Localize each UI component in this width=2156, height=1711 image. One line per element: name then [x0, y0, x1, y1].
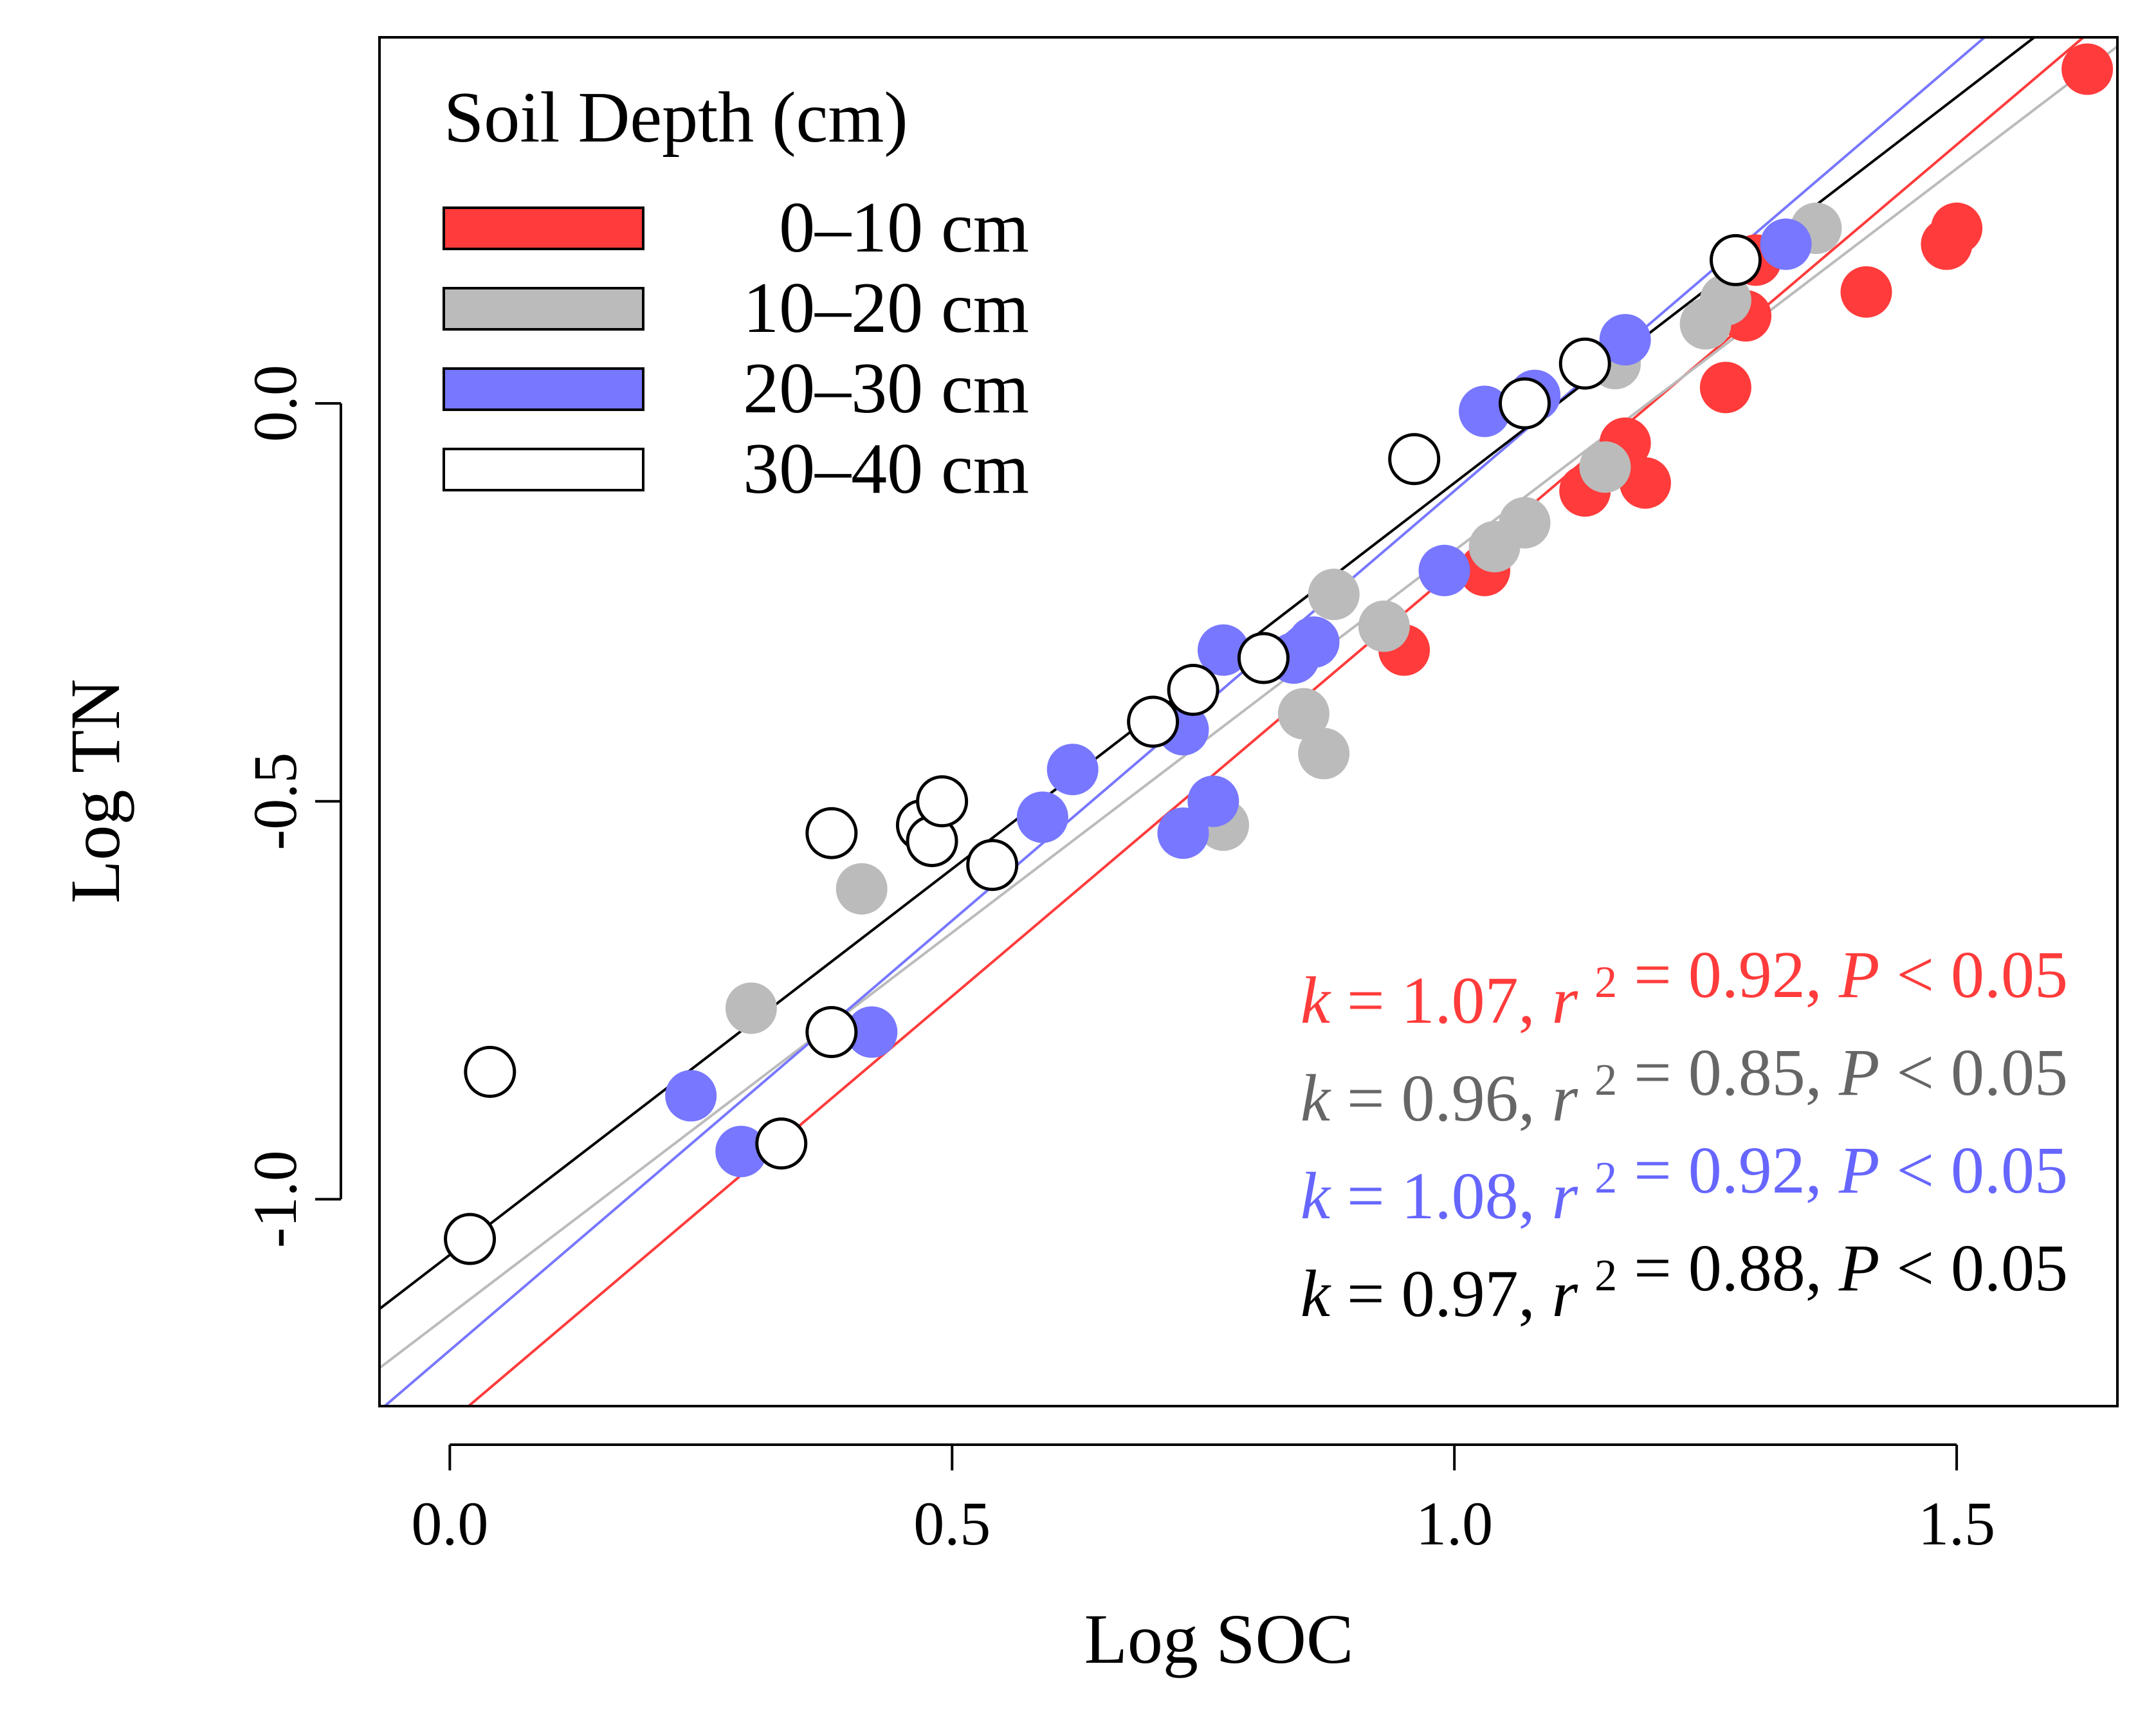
data-point	[846, 1006, 898, 1058]
data-point	[1187, 775, 1239, 827]
legend-swatch	[443, 448, 644, 491]
data-point	[1760, 218, 1812, 270]
data-point	[1298, 727, 1350, 780]
data-point	[1699, 361, 1751, 414]
data-point	[1840, 266, 1892, 318]
data-point	[725, 982, 777, 1034]
x-tick-label: 1.0	[1416, 1489, 1493, 1558]
data-point	[1599, 314, 1651, 366]
data-point	[1016, 791, 1068, 843]
data-point	[1167, 664, 1220, 717]
data-point	[1288, 616, 1340, 668]
legend-label: 0–10 cm	[779, 188, 1029, 268]
plot-frame	[378, 36, 2119, 1407]
data-points	[444, 43, 2114, 1265]
data-point	[1709, 233, 1762, 286]
data-point	[1619, 457, 1671, 509]
data-point	[1459, 385, 1511, 437]
x-tick-label: 1.5	[1918, 1489, 1995, 1558]
data-point	[665, 1070, 717, 1122]
legend-swatch	[443, 287, 644, 331]
legend-label: 30–40 cm	[743, 429, 1029, 509]
data-point	[1197, 624, 1249, 676]
data-point	[1358, 600, 1410, 652]
legend-swatch	[443, 206, 644, 250]
data-point	[444, 1212, 497, 1265]
x-axis: 0.0 0.5 1.0 1.5	[411, 1443, 1995, 1558]
y-tick-label: 0.0	[241, 365, 309, 442]
data-point	[2061, 43, 2114, 95]
legend-label: 10–20 cm	[743, 268, 1029, 348]
data-point	[805, 1006, 858, 1059]
legend-swatch	[443, 367, 644, 411]
y-tick-label: -1.0	[241, 1150, 309, 1248]
y-tick-label: -0.5	[241, 753, 309, 850]
data-point	[966, 839, 1019, 892]
data-point	[715, 1126, 767, 1178]
legend-title: Soil Depth (cm)	[444, 78, 908, 158]
fit-line-0–10 cm	[466, 37, 2086, 1406]
annotation-30–40 cm: k = 0.97, r 2 = 0.88, P < 0.05	[1301, 1231, 2068, 1331]
data-point	[1558, 337, 1611, 390]
data-point	[1699, 274, 1751, 326]
data-point	[1579, 441, 1631, 493]
data-point	[836, 863, 888, 915]
data-point	[1237, 632, 1290, 684]
data-point	[1308, 569, 1360, 621]
y-axis-title: Log TN	[56, 679, 134, 903]
x-tick-label: 0.0	[411, 1489, 488, 1558]
data-point	[1499, 377, 1551, 430]
y-axis: -1.0 -0.5 0.0	[241, 365, 342, 1248]
data-point	[1499, 497, 1551, 549]
legend-label: 20–30 cm	[743, 349, 1029, 428]
data-point	[805, 807, 858, 859]
annotation-20–30 cm: k = 1.08, r 2 = 0.92, P < 0.05	[1301, 1133, 2068, 1233]
data-point	[1931, 202, 1983, 254]
x-tick-label: 0.5	[913, 1489, 991, 1558]
x-axis-title: Log SOC	[1084, 1600, 1354, 1678]
data-point	[1418, 544, 1470, 596]
data-point	[1127, 695, 1180, 748]
data-point	[1046, 744, 1099, 796]
data-point	[1388, 433, 1441, 486]
annotation-0–10 cm: k = 1.07, r 2 = 0.92, P < 0.05	[1301, 938, 2068, 1038]
fit-line-10–20 cm	[379, 44, 2117, 1370]
data-point	[1277, 688, 1329, 740]
regression-annotations: k = 1.07, r 2 = 0.92, P < 0.05k = 0.96, …	[1301, 938, 2068, 1331]
annotation-10–20 cm: k = 0.96, r 2 = 0.85, P < 0.05	[1301, 1036, 2068, 1135]
data-point	[916, 775, 969, 828]
data-point	[755, 1117, 808, 1170]
data-point	[464, 1045, 516, 1098]
